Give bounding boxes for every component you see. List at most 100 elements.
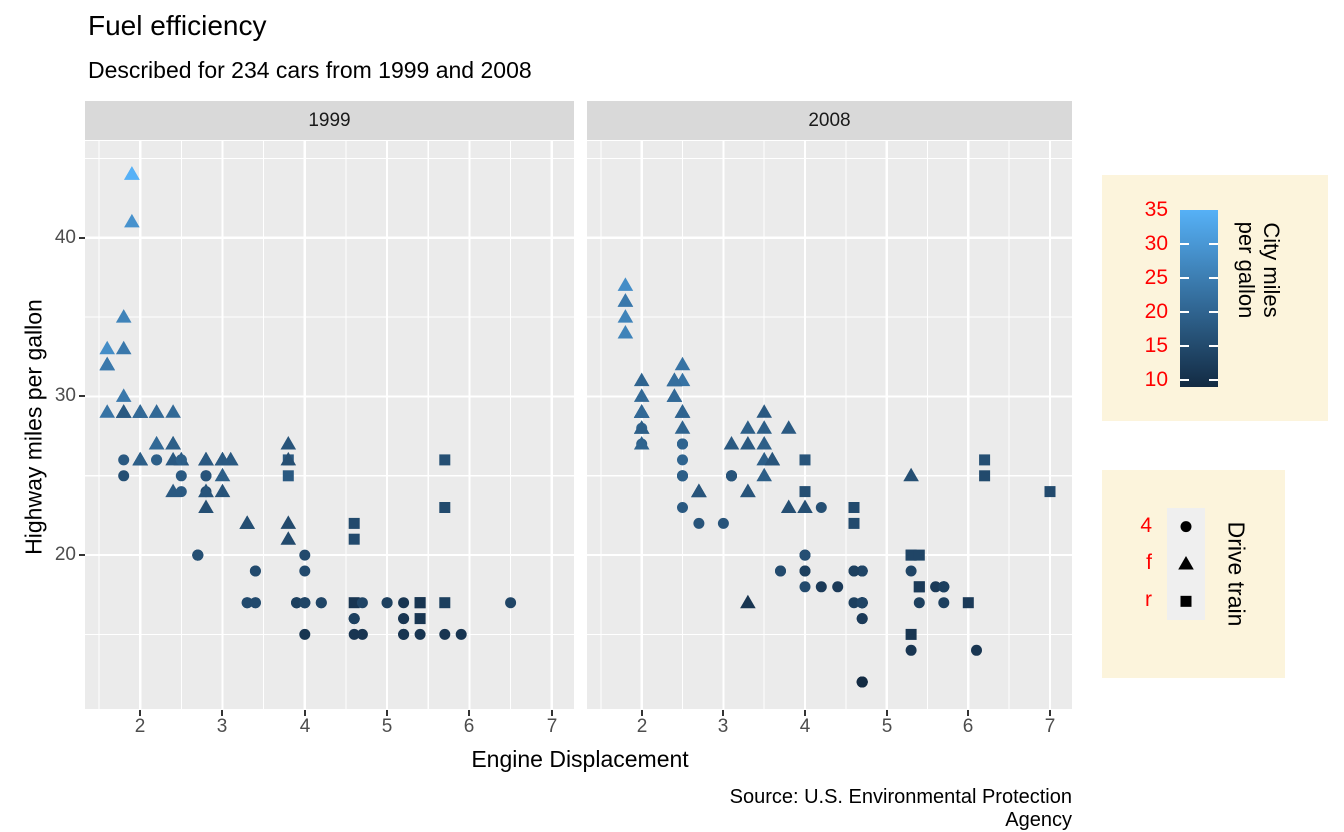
data-point — [740, 483, 756, 498]
colorbar-tick-label: 15 — [1144, 334, 1168, 357]
data-point — [905, 565, 917, 577]
data-point — [756, 420, 772, 434]
panel-background — [587, 141, 1072, 709]
data-point — [856, 613, 868, 625]
x-tick-label: 6 — [962, 716, 974, 737]
facet-strip-1999: 1999 — [85, 101, 574, 140]
data-point — [962, 597, 974, 609]
points-layer — [617, 277, 1056, 688]
data-point — [99, 404, 115, 418]
data-point — [799, 549, 811, 561]
colorbar-tick-left — [1180, 311, 1189, 313]
data-point — [633, 388, 650, 402]
data-point — [848, 517, 860, 529]
data-point — [815, 502, 827, 513]
panel-2008 — [587, 141, 1072, 709]
data-point — [903, 467, 919, 482]
data-point — [756, 467, 772, 482]
data-point — [633, 420, 650, 434]
data-point — [291, 597, 303, 609]
data-point — [799, 565, 811, 577]
data-point — [691, 483, 707, 498]
colorbar-tick-label: 30 — [1144, 232, 1168, 255]
data-point — [666, 388, 683, 402]
data-point — [198, 451, 214, 466]
y-tick-mark — [79, 395, 85, 397]
colorbar-tick-label: 25 — [1144, 266, 1168, 289]
x-tick-mark — [722, 710, 724, 716]
data-point — [398, 613, 410, 625]
data-point — [239, 515, 255, 529]
data-point — [398, 597, 410, 609]
shape-legend-label: r — [1145, 588, 1152, 611]
data-point — [192, 549, 204, 561]
x-tick-label: 2 — [134, 716, 146, 737]
data-point — [214, 483, 231, 498]
data-point — [414, 597, 426, 609]
data-point — [799, 454, 811, 466]
data-point — [693, 517, 705, 529]
data-point — [439, 628, 451, 640]
x-tick-label: 5 — [381, 716, 393, 737]
data-point — [979, 454, 991, 466]
data-point — [938, 581, 950, 593]
data-point — [938, 597, 950, 609]
colorbar-tick-label: 10 — [1144, 368, 1168, 391]
colorbar-tick-left — [1180, 277, 1189, 279]
chart-subtitle: Described for 234 cars from 1999 and 200… — [88, 57, 532, 83]
data-point — [115, 309, 132, 323]
data-point — [723, 436, 740, 450]
x-tick-label: 6 — [463, 716, 475, 737]
shape-legend-title: Drive train — [1223, 521, 1250, 627]
data-point — [214, 451, 231, 466]
colorbar-tick-right — [1209, 345, 1218, 347]
data-point — [930, 581, 942, 593]
color-legend-title: City miles per gallon — [1234, 222, 1284, 319]
facet-label-1999: 1999 — [308, 110, 351, 131]
data-point — [280, 531, 297, 545]
panel-background — [85, 141, 574, 709]
data-point — [124, 166, 140, 180]
x-tick-mark — [804, 710, 806, 716]
colorbar-tick-label: 35 — [1144, 198, 1168, 221]
x-axis-title: Engine Displacement — [471, 746, 689, 772]
data-point — [617, 309, 634, 323]
colorbar-gradient — [1180, 210, 1218, 387]
x-tick-mark — [551, 710, 553, 716]
data-point — [439, 454, 451, 466]
data-point — [717, 517, 729, 529]
data-point — [348, 533, 360, 545]
data-point — [780, 420, 797, 434]
data-point — [913, 597, 925, 609]
gridlines — [85, 141, 574, 709]
data-point — [848, 597, 860, 609]
y-tick-label: 30 — [54, 385, 76, 406]
data-point — [299, 565, 311, 577]
colorbar-tick-left — [1180, 379, 1189, 381]
data-point — [241, 597, 253, 609]
data-point — [1044, 486, 1056, 498]
data-point — [677, 454, 688, 466]
data-point — [348, 628, 360, 640]
data-point — [249, 597, 261, 609]
data-point — [815, 581, 827, 593]
data-point — [971, 644, 982, 656]
data-point — [799, 486, 811, 498]
data-point — [356, 597, 368, 609]
data-point — [118, 470, 130, 482]
data-point — [677, 502, 688, 513]
x-tick-label: 5 — [881, 716, 893, 737]
data-point — [439, 597, 451, 609]
data-point — [848, 502, 860, 513]
y-tick-label: 40 — [54, 227, 76, 248]
x-tick-label: 4 — [299, 716, 311, 737]
y-tick-label: 20 — [54, 544, 76, 565]
data-point — [674, 404, 691, 418]
data-point — [633, 436, 650, 450]
data-point — [348, 517, 360, 529]
data-point — [148, 436, 165, 450]
data-point — [726, 470, 737, 482]
data-point — [280, 451, 297, 466]
x-tick-label: 7 — [1044, 716, 1056, 737]
